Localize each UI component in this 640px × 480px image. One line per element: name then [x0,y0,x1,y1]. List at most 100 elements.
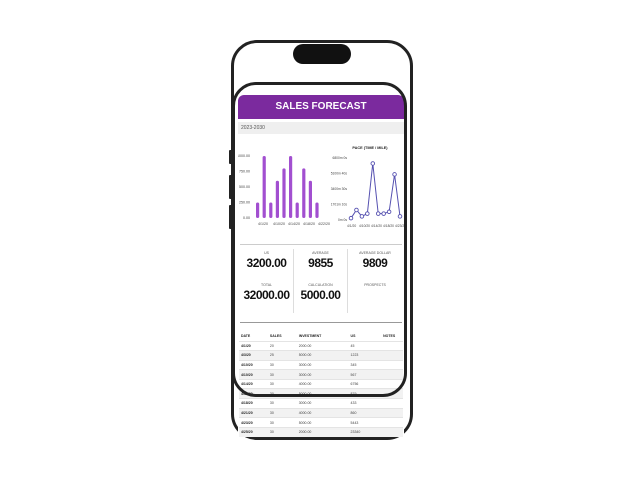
line-y-tick: 3400m 30s [331,187,348,191]
app-screen: SALES FORECAST 2023-2030 0.00 250.00 500.0… [237,95,406,437]
line-x-tick: 4/1/20 [347,224,356,228]
table-cell: 30 [267,407,297,418]
table-cell [373,398,403,409]
table-cell [373,340,403,351]
table-cell: 30 [267,426,297,437]
table-cell: 2000.00 [296,340,349,351]
line-point [354,207,359,213]
table-cell: 3000.00 [296,398,349,409]
bar [282,168,286,218]
table-row: 4/15/20 30 5000.00 879 [239,388,403,399]
table-row: 4/3/20 25 5000.00 1223 [239,350,403,361]
table-cell: 5000.00 [296,388,349,399]
line-point [397,214,403,219]
table-cell [373,388,403,399]
stat-label: CALCULATION [308,283,333,287]
line-y-tick: 5100m 40s [331,172,348,176]
line-point [365,211,370,216]
line-x-tick: 4/18/20 [383,224,394,228]
line-x-tick: 4/14/20 [371,224,382,228]
table-cell: 4/10/20 [239,369,268,380]
stat-label: US [264,251,269,255]
table-cell: 20 [267,340,297,351]
table-cell: 4/23/20 [239,417,268,428]
table-cell: 4000.00 [296,378,349,389]
table-cell: 2000.00 [296,426,349,437]
bar-y-tick: 0.00 [243,216,250,220]
table-cell: 30 [267,369,297,380]
bar [256,202,260,218]
column-header[interactable]: NOTES [383,333,396,338]
charts-svg: 0.00 250.00 500.00 750.00 1000.00 4/1/20 4/10/… [237,146,406,228]
stat-label: PROSPECTS [364,283,386,287]
column-header[interactable]: DATE [241,333,251,338]
table-cell: 860 [348,407,374,418]
stat-value: 32000.00 [243,288,290,302]
table-cell: 5000.00 [296,350,349,361]
stat-label: TOTAL [261,283,272,287]
column-header[interactable]: SALES [269,333,282,338]
table-cell: 433 [348,398,374,409]
table-cell: 4000.00 [296,407,349,418]
table-cell: 1223 [348,350,374,361]
table-cell: 345 [348,359,374,370]
table-cell: 6756 [348,378,374,389]
table-cell: 5000.00 [296,417,349,428]
table-row: 4/25/20 30 2000.00 23340 [239,426,403,437]
table-row: 4/10/20 30 3000.00 345 [239,359,403,370]
line-point [375,211,381,216]
bar [289,156,293,218]
table-cell [373,426,403,437]
stats-grid: US 3200.00 AVERAGE 9855 AVERAGE DOLLAR 9809 TO… [238,245,404,317]
data-table: DATE SALES INVESTMENT US NOTES 4/1/20 20 2000.… [239,331,403,437]
bar-y-tick: 750.00 [239,170,250,174]
bar [262,156,266,218]
table-cell [373,359,403,370]
stat-average-dollar: AVERAGE DOLLAR 9809 [348,249,402,281]
table-cell [373,417,403,428]
table-cell: 4/10/20 [239,359,268,370]
table-row: 4/14/20 30 4000.00 6756 [239,378,403,389]
column-header[interactable]: INVESTMENT [298,333,322,338]
phone-side-button [229,205,232,229]
table-cell: 30 [267,359,297,370]
table-cell: 4/1/20 [239,340,268,351]
page-title: SALES FORECAST [238,95,404,119]
bar [315,202,319,218]
range-slider[interactable] [240,319,402,325]
line-point [348,215,354,221]
bar-x-tick: 4/18/20 [303,222,315,226]
table-cell: 25 [267,350,297,361]
table-cell: 30 [267,388,297,399]
table-cell: 4/18/20 [239,398,268,409]
stat-prospects: PROSPECTS [348,281,402,313]
table-cell: 3000.00 [296,369,349,380]
table-cell [373,407,403,418]
bar-y-tick: 250.00 [239,201,250,205]
bar-y-tick: 1000.00 [238,154,250,158]
line-point [381,211,386,216]
line-point [392,172,397,177]
table-row: 4/21/20 30 4000.00 860 [239,407,403,418]
table-cell: 45 [348,340,374,351]
stat-value: 9855 [308,256,333,270]
table-row: 4/18/20 30 3000.00 433 [239,398,403,409]
line-y-tick: 6800m 0s [333,156,348,160]
bar-y-tick: 500.00 [239,185,250,189]
line-point [359,214,365,219]
stat-value: 9809 [362,256,388,270]
table-cell [373,369,403,380]
column-header[interactable]: US [350,333,356,338]
stat-average: AVERAGE 9855 [294,249,348,281]
table-cell [373,378,403,389]
line-x-tick: 4/10/20 [359,224,370,228]
table-cell: 3000.00 [296,359,349,370]
table-cell: 30 [267,417,297,428]
stat-us: US 3200.00 [240,249,294,281]
stat-label: AVERAGE DOLLAR [359,251,391,255]
table-cell: 23340 [348,426,374,437]
stat-label: AVERAGE [312,251,329,255]
bar-x-tick: 4/14/20 [288,222,300,226]
bar [308,180,312,218]
table-cell: 30 [267,378,297,389]
